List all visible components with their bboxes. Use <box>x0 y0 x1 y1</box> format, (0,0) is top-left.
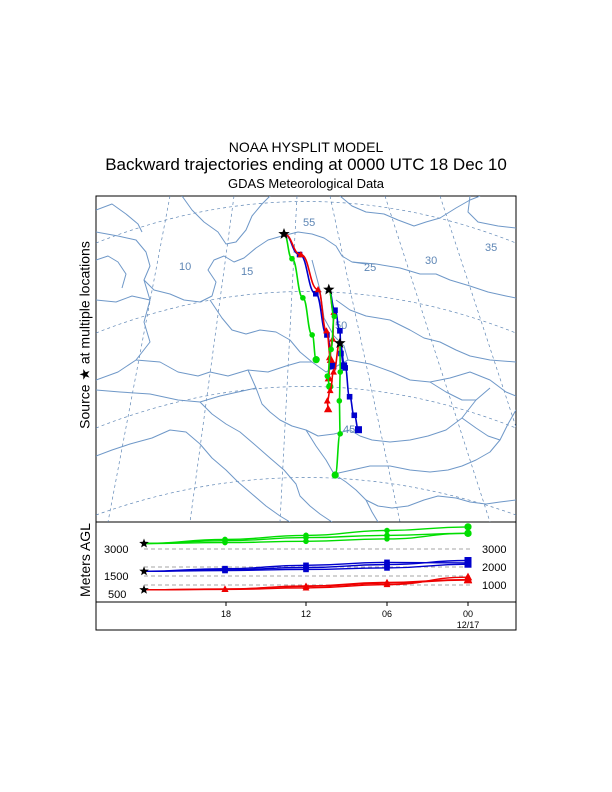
lon-label-35: 35 <box>485 242 497 254</box>
trajectory-layer <box>283 233 362 479</box>
trajectory-marker-6-2 <box>326 386 334 394</box>
source-star-south <box>334 337 346 348</box>
trajectory-marker-5-3 <box>324 373 331 379</box>
map-layer: 55 50 45 10 15 25 30 35 <box>96 196 516 522</box>
model-title: NOAA HYSPLIT MODEL <box>228 139 384 155</box>
time-axis-frame <box>95 601 517 631</box>
height-marker-4-3 <box>384 561 390 568</box>
height-marker-5-3 <box>384 565 390 571</box>
height-marker-8-1 <box>222 539 228 546</box>
trajectory-marker-2-3 <box>323 327 330 334</box>
trajectory-marker-7-3 <box>351 412 358 419</box>
trajectory-marker-6-3 <box>323 397 331 404</box>
map-borders <box>96 196 516 522</box>
time-label-18: 18 <box>221 609 231 619</box>
ref-label-2000: 2000 <box>482 562 506 574</box>
lat-label-55: 55 <box>303 217 315 229</box>
trajectory-end-marker-6 <box>323 404 333 413</box>
height-end-marker-8 <box>464 529 472 537</box>
height-marker-8-3 <box>384 536 390 542</box>
trajectory-marker-8-3 <box>337 431 343 437</box>
data-source-title: GDAS Meteorological Data <box>227 176 385 191</box>
height-marker-8-2 <box>303 538 309 545</box>
trajectory-marker-4-2 <box>337 328 343 334</box>
trajectory-marker-8-2 <box>336 398 343 404</box>
lat-label-45: 45 <box>343 424 355 436</box>
map-grid-labels: 55 50 45 10 15 25 30 35 <box>179 217 497 436</box>
time-ticks <box>225 602 469 606</box>
height-end-marker-2 <box>463 575 473 583</box>
trajectory-marker-0-1 <box>289 255 295 262</box>
lon-label-30: 30 <box>425 255 437 267</box>
map-frame <box>95 195 517 523</box>
lon-label-15: 15 <box>241 266 253 278</box>
trajectory-marker-4-3 <box>338 350 344 357</box>
trajectory-marker-0-3 <box>309 332 315 338</box>
trajectory-title: Backward trajectories ending at 0000 UTC… <box>105 155 507 174</box>
height-marker-2-1 <box>221 585 229 592</box>
trajectory-marker-5-1 <box>331 313 338 320</box>
trajectory-marker-2-1 <box>297 251 305 258</box>
ref-label-1000: 1000 <box>482 580 506 592</box>
lon-label-10: 10 <box>179 261 191 273</box>
trajectory-end-marker-0 <box>312 356 320 364</box>
trajectory-marker-7-1 <box>342 365 348 371</box>
height-start-star-500 <box>139 584 149 594</box>
source-star-middle <box>323 283 335 295</box>
trajectory-marker-4-1 <box>332 307 338 314</box>
trajectory-marker-5-2 <box>328 346 334 353</box>
height-start-star-3000 <box>139 538 149 548</box>
trajectory-marker-1-3 <box>324 332 330 338</box>
height-profile-layer <box>139 523 473 594</box>
trajectory-marker-0-2 <box>300 295 306 301</box>
height-end-marker-5 <box>464 560 472 568</box>
start-height-label-500: 500 <box>108 589 126 601</box>
height-start-star-1500 <box>139 566 149 576</box>
start-height-label-1500: 1500 <box>104 571 128 583</box>
height-marker-2-3 <box>383 578 391 585</box>
height-end-marker-6 <box>464 523 472 531</box>
height-end-marker-4 <box>464 557 472 565</box>
trajectory-marker-6-1 <box>330 368 337 375</box>
time-label-12: 12 <box>301 609 311 619</box>
height-marker-2-2 <box>302 582 310 589</box>
time-date-label: 12/17 <box>457 620 480 630</box>
trajectory-end-marker-8 <box>331 471 339 479</box>
ref-label-3000: 3000 <box>482 544 506 556</box>
source-markers <box>278 228 346 348</box>
trajectory-end-marker-1 <box>329 362 337 370</box>
trajectory-marker-8-1 <box>337 369 344 375</box>
height-marker-5-1 <box>222 567 228 574</box>
height-marker-5-2 <box>303 566 309 573</box>
source-star-north <box>278 228 290 239</box>
time-label-06: 06 <box>382 609 392 619</box>
trajectory-end-marker-7 <box>354 426 362 434</box>
trajectory-marker-7-2 <box>346 393 353 400</box>
time-label-00: 00 <box>463 609 473 619</box>
trajectory-marker-2-2 <box>314 286 322 293</box>
height-marker-6-3 <box>384 527 390 534</box>
trajectory-marker-1-2 <box>313 290 319 297</box>
lon-label-25: 25 <box>364 262 376 274</box>
start-height-label-3000: 3000 <box>104 544 128 556</box>
